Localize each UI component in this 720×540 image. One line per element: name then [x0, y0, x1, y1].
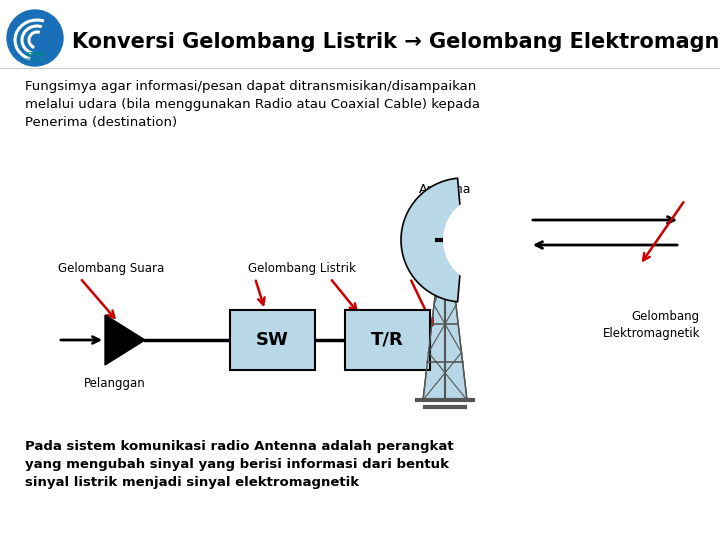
Text: Konversi Gelombang Listrik → Gelombang Elektromagnetik :: Konversi Gelombang Listrik → Gelombang E…	[72, 32, 720, 52]
Wedge shape	[401, 178, 463, 302]
Text: Gelombang Listrik: Gelombang Listrik	[248, 262, 356, 275]
Wedge shape	[443, 195, 496, 285]
Bar	[230, 310, 315, 370]
Text: Gelombang
Elektromagnetik: Gelombang Elektromagnetik	[603, 310, 700, 340]
Text: Fungsimya agar informasi/pesan dapat ditransmisikan/disampaikan
melalui udara (b: Fungsimya agar informasi/pesan dapat dit…	[25, 80, 480, 129]
Circle shape	[7, 10, 63, 66]
Text: STMB: STMB	[25, 52, 45, 57]
Text: SW: SW	[256, 331, 289, 349]
Text: T/R: T/R	[371, 331, 404, 349]
Text: TELKOM: TELKOM	[25, 57, 45, 63]
Polygon shape	[105, 315, 145, 365]
Text: Antenna: Antenna	[419, 183, 472, 196]
Text: Pada sistem komunikasi radio Antenna adalah perangkat
yang mengubah sinyal yang : Pada sistem komunikasi radio Antenna ada…	[25, 440, 454, 489]
Text: Gelombang Suara: Gelombang Suara	[58, 262, 164, 275]
Bar	[345, 310, 430, 370]
Text: Pelanggan: Pelanggan	[84, 377, 146, 390]
Polygon shape	[423, 210, 467, 400]
